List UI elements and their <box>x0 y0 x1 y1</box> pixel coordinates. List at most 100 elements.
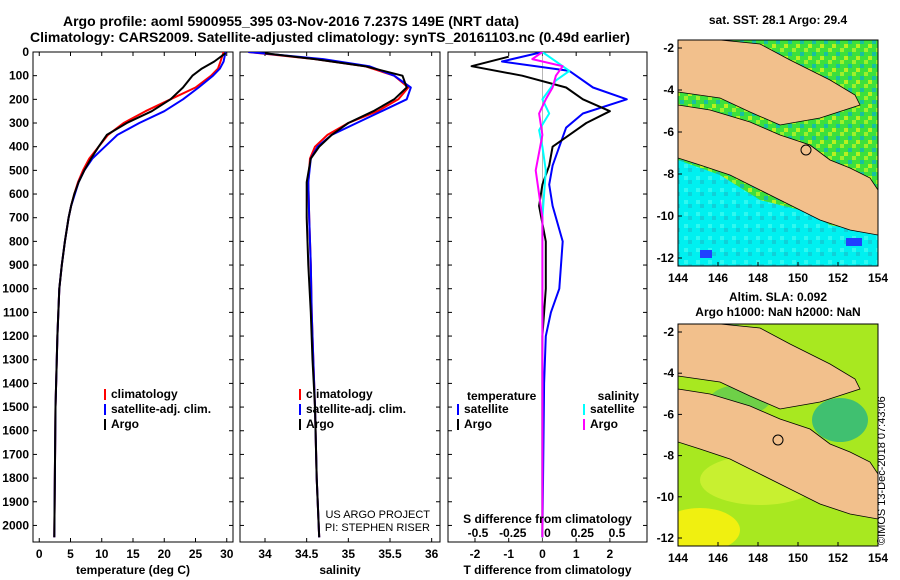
map-x-tick-label: 154 <box>868 271 888 285</box>
map-x-tick-label: 146 <box>708 551 728 565</box>
map-y-tick-label: -10 <box>657 209 675 223</box>
project-annotation: US ARGO PROJECT <box>325 509 430 521</box>
x-tick-label: 25 <box>189 547 203 561</box>
series-group <box>470 52 628 538</box>
map-x-tick-label: 144 <box>668 271 688 285</box>
x-tick-label: 10 <box>95 547 109 561</box>
legend-label: Argo <box>306 417 334 431</box>
s-difference-tick: 0.5 <box>609 526 626 540</box>
s-difference-tick: 0 <box>544 526 551 540</box>
map-x-tick-label: 148 <box>748 551 768 565</box>
series-line-t-argo <box>470 55 611 538</box>
s-difference-tick: -0.25 <box>499 526 527 540</box>
s-difference-label: S difference from climatology <box>463 512 632 526</box>
project-annotation: PI: STEPHEN RISER <box>325 522 430 534</box>
s-difference-tick: 0.25 <box>571 526 595 540</box>
y-tick-label: 0 <box>22 45 29 59</box>
legend-label: satellite-adj. clim. <box>111 402 211 416</box>
series-group <box>53 52 227 538</box>
map-x-tick-label: 150 <box>788 551 808 565</box>
y-tick-label: 1400 <box>2 376 29 390</box>
x-tick-label: 0 <box>36 547 43 561</box>
y-tick-label: 1500 <box>2 400 29 414</box>
y-tick-label: 1300 <box>2 353 29 367</box>
x-tick-label: 0 <box>539 547 546 561</box>
map-x-tick-label: 148 <box>748 271 768 285</box>
y-tick-label: 1600 <box>2 424 29 438</box>
x-tick-label: 35.5 <box>378 547 402 561</box>
map-x-tick-label: 152 <box>828 551 848 565</box>
map-x-tick-label: 144 <box>668 551 688 565</box>
panel-salinity: 34 34.5 35 35.5 36 salinity climatologysatelli… <box>239 51 441 577</box>
map-y-tick-label: -4 <box>663 366 674 380</box>
header-line-2: Climatology: CARS2009. Satellite-adjuste… <box>30 29 630 45</box>
y-tick-label: 300 <box>9 116 29 130</box>
x-tick-label: 35 <box>342 547 356 561</box>
map-x-tick-label: 154 <box>868 551 888 565</box>
map-x-tick-label: 150 <box>788 271 808 285</box>
y-tick-label: 700 <box>9 211 29 225</box>
y-tick-label: 600 <box>9 187 29 201</box>
map-x-tick-label: 146 <box>708 271 728 285</box>
y-tick-label: 100 <box>9 69 29 83</box>
s-difference-tick: -0.5 <box>468 526 489 540</box>
plot-frame <box>32 51 234 543</box>
series-line-argo <box>53 52 227 538</box>
map-y-tick-label: -10 <box>657 490 675 504</box>
series-line-argo <box>264 52 408 538</box>
legend-label: satellite <box>590 402 635 416</box>
legend-title-temperature: temperature <box>467 389 537 403</box>
x-tick-label: 34 <box>258 547 272 561</box>
series-line-s-argo <box>531 52 564 538</box>
y-tick-label: 1800 <box>2 471 29 485</box>
legend-label: climatology <box>111 387 178 401</box>
y-tick-label: 2000 <box>2 518 29 532</box>
legend-label: Argo <box>111 417 139 431</box>
map-y-tick-label: -12 <box>657 251 675 265</box>
legend-label: satellite <box>464 402 509 416</box>
x-tick-label: 36 <box>425 547 439 561</box>
profile-panels: 0100200300400500600700800900100011001200… <box>2 45 648 577</box>
x-tick-label: 5 <box>67 547 74 561</box>
x-tick-label: -1 <box>503 547 514 561</box>
panel-difference: -2 -1 0 1 2 T difference from climatology temp… <box>447 51 648 577</box>
y-tick-label: 1900 <box>2 495 29 509</box>
map-x-tick-label: 152 <box>828 271 848 285</box>
x-tick-label: 1 <box>573 547 580 561</box>
map-y-tick-label: -2 <box>663 325 674 339</box>
x-tick-label: 30 <box>220 547 234 561</box>
sst-map: sat. SST: 28.1 Argo: 29.4 144 146 148 150 15… <box>657 13 889 285</box>
panel-temperature: 0100200300400500600700800900100011001200… <box>2 45 233 577</box>
x-tick-label: 34.5 <box>295 547 319 561</box>
x-tick-label: 15 <box>126 547 140 561</box>
x-tick-label: 2 <box>607 547 614 561</box>
x-axis-label: salinity <box>319 563 361 577</box>
header-line-1: Argo profile: aoml 5900955_395 03-Nov-20… <box>63 13 519 29</box>
x-tick-label: -2 <box>470 547 481 561</box>
y-tick-label: 1000 <box>2 282 29 296</box>
y-tick-label: 1200 <box>2 329 29 343</box>
x-axis-label: temperature (deg C) <box>76 563 190 577</box>
x-tick-label: 20 <box>158 547 172 561</box>
legend-title-salinity: salinity <box>598 389 640 403</box>
map-y-tick-label: -8 <box>663 449 674 463</box>
copyright-stamp: ©IMOS 13-Dec-2018 07:43:06 <box>876 396 888 545</box>
y-tick-label: 800 <box>9 234 29 248</box>
legend-label: Argo <box>464 417 492 431</box>
map-y-tick-label: -6 <box>663 125 674 139</box>
series-group <box>248 52 412 538</box>
legend-label: satellite-adj. clim. <box>306 402 406 416</box>
y-tick-label: 1700 <box>2 447 29 461</box>
sst-map-title: sat. SST: 28.1 Argo: 29.4 <box>709 13 848 27</box>
legend-label: climatology <box>306 387 373 401</box>
legend-label: Argo <box>590 417 618 431</box>
map-y-tick-label: -4 <box>663 83 674 97</box>
y-tick-label: 1100 <box>3 305 29 319</box>
x-axis-label: T difference from climatology <box>463 563 631 577</box>
y-tick-label: 900 <box>9 258 29 272</box>
map-y-tick-label: -6 <box>663 407 674 421</box>
plot-frame <box>239 51 441 543</box>
map-y-tick-label: -12 <box>657 531 675 545</box>
y-tick-label: 200 <box>9 92 29 106</box>
